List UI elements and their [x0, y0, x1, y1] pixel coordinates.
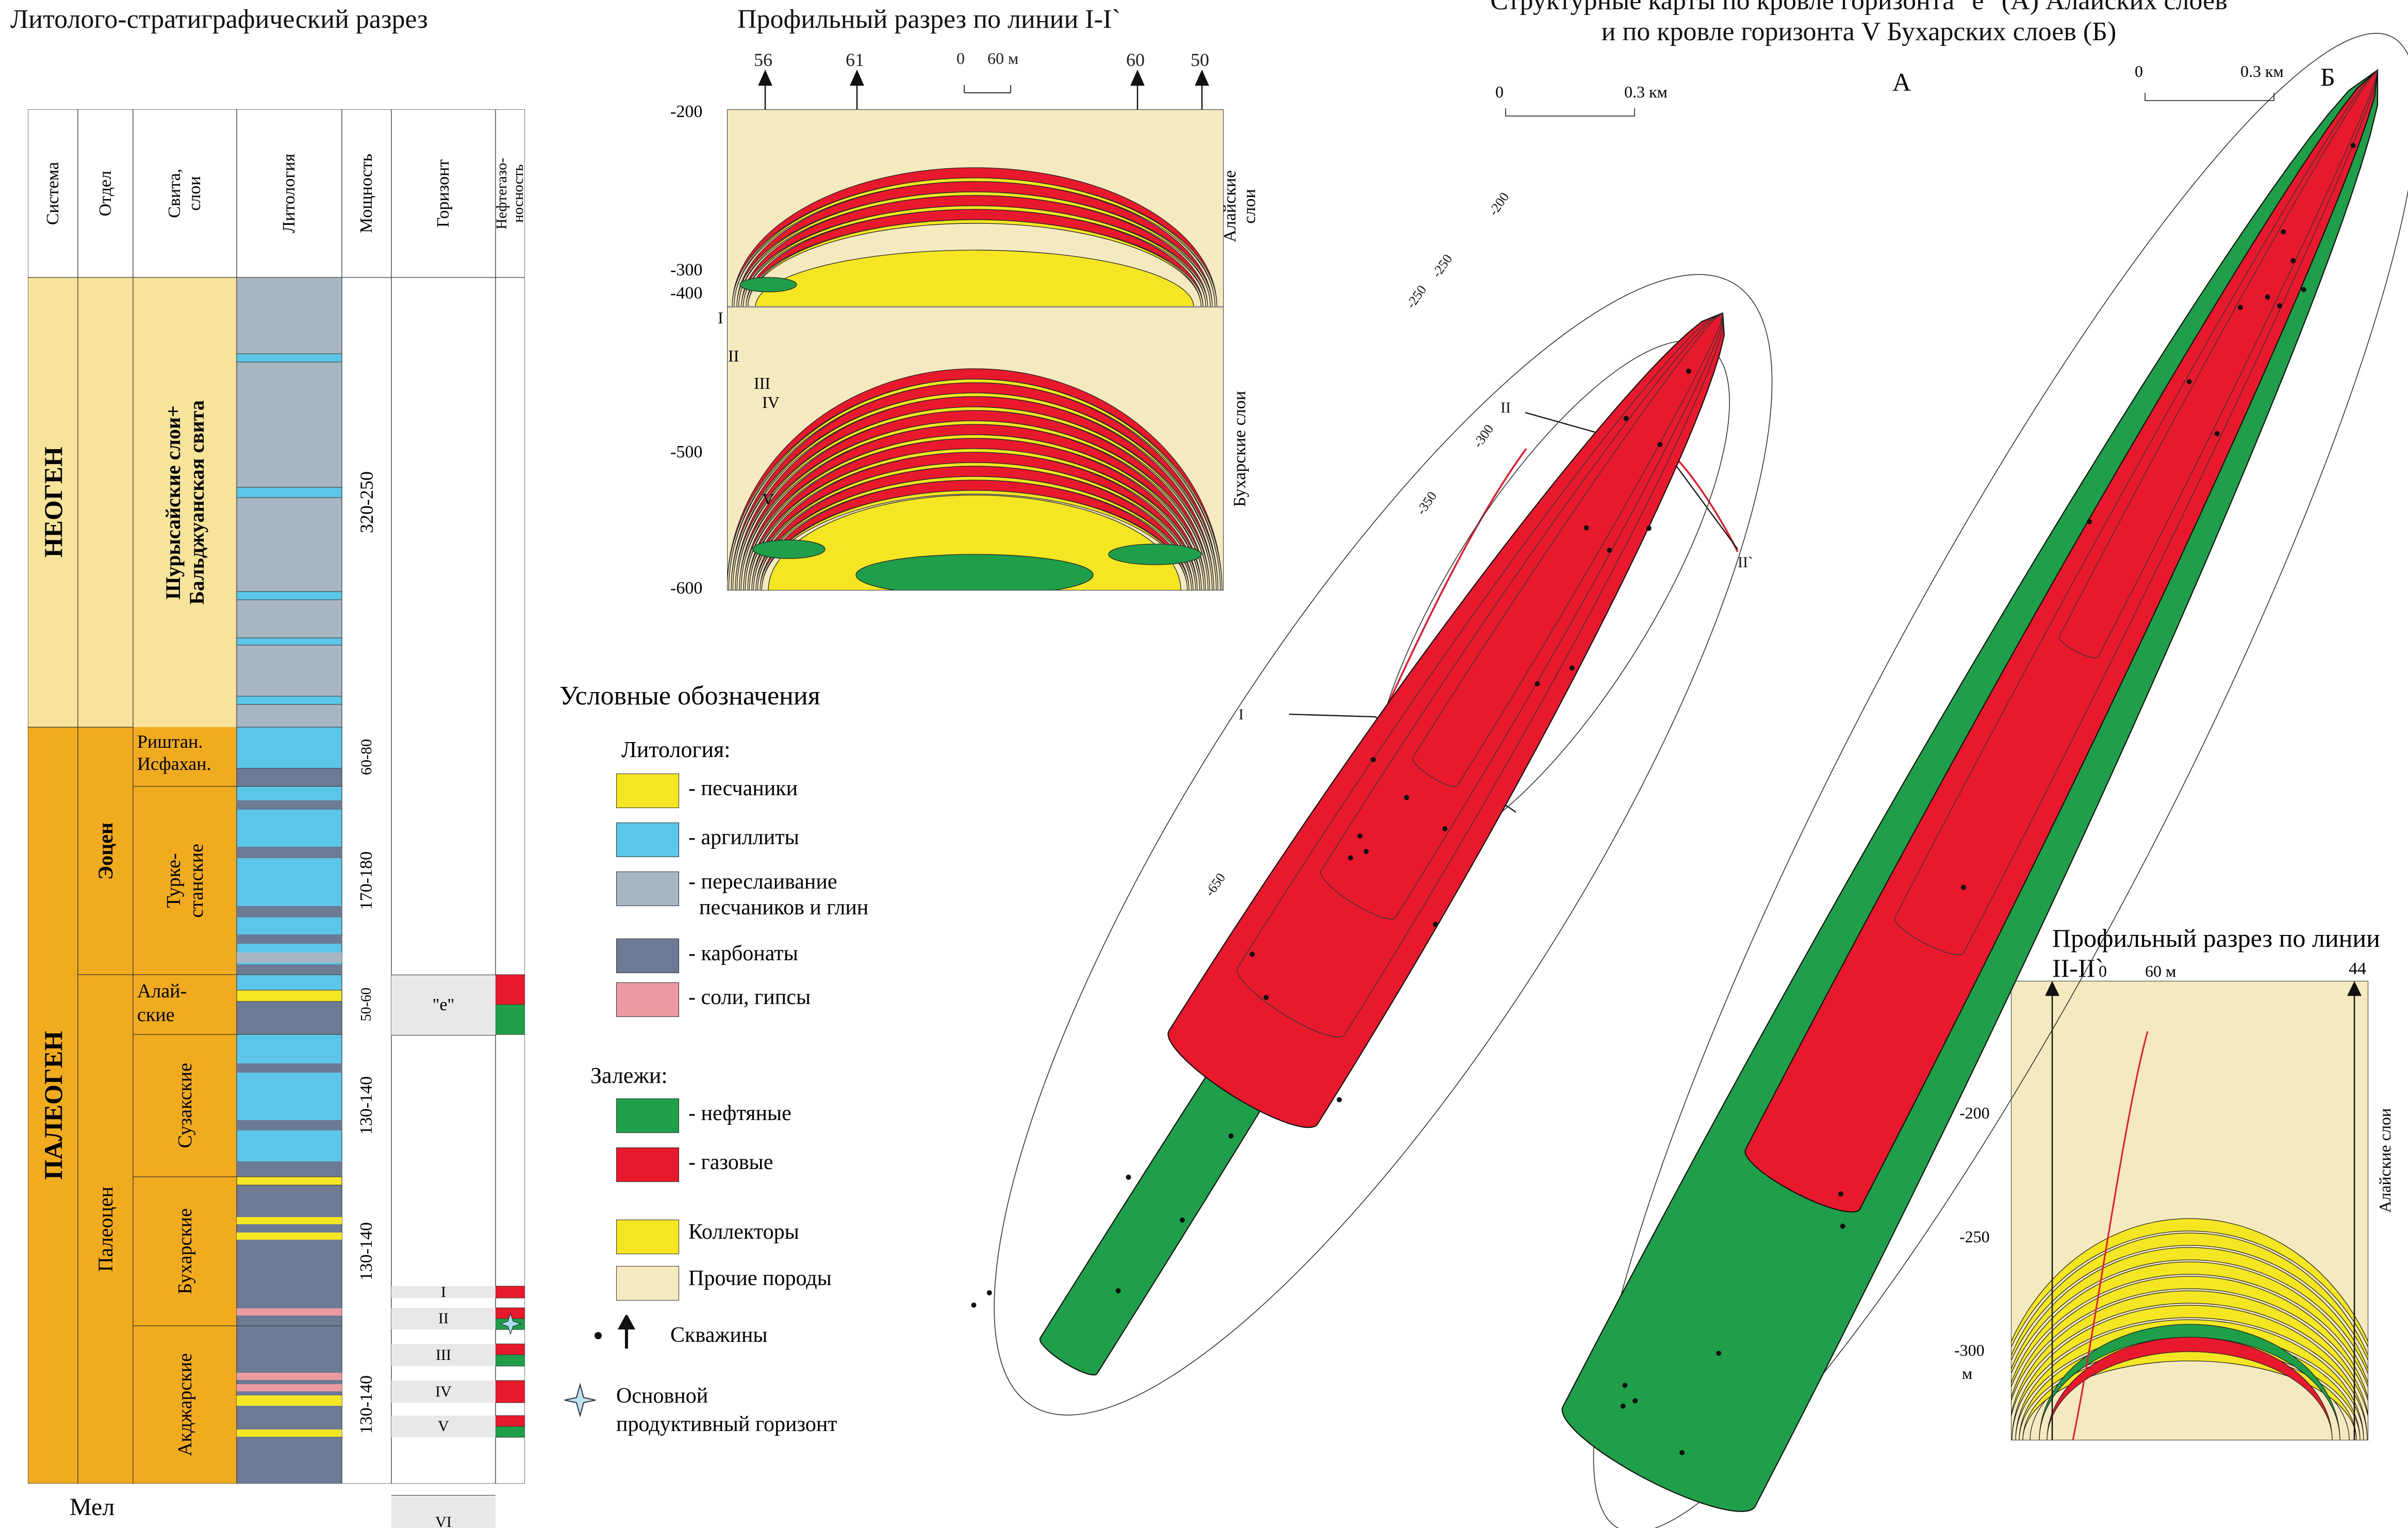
svg-text:-250: -250	[1429, 252, 1455, 281]
svg-text:II`: II`	[1738, 554, 1753, 571]
svg-text:-650: -650	[1202, 870, 1228, 899]
svg-text:-200: -200	[1486, 190, 1512, 219]
svg-text:-350: -350	[1413, 489, 1440, 518]
svg-text:-250: -250	[1403, 283, 1429, 311]
svg-text:I: I	[1239, 706, 1244, 723]
svg-text:II: II	[1500, 399, 1511, 416]
svg-text:-300: -300	[1470, 422, 1496, 451]
